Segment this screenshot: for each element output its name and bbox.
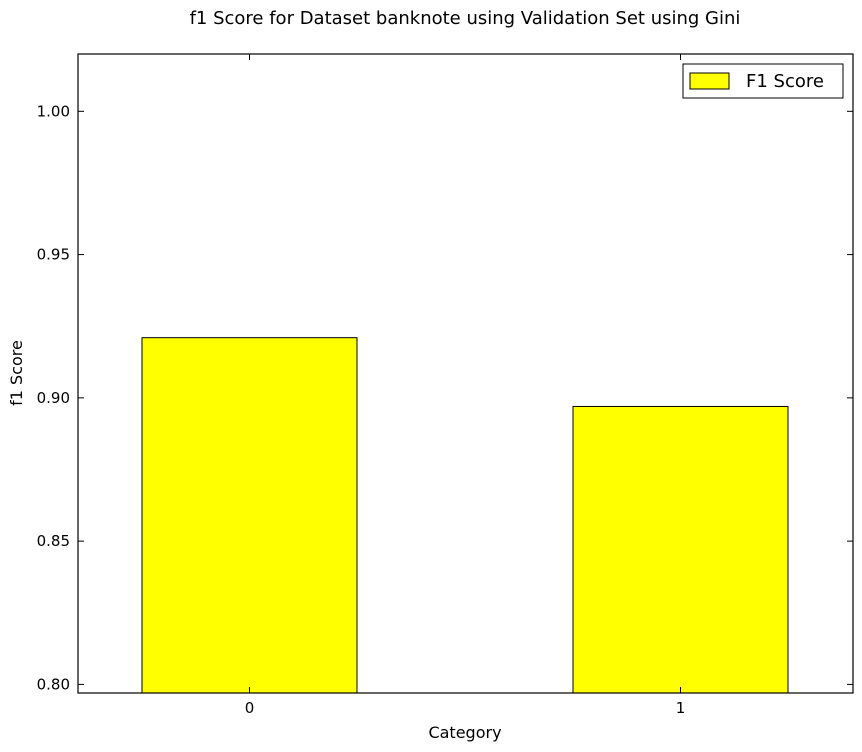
y-axis-label: f1 Score bbox=[7, 340, 26, 406]
x-axis-label: Category bbox=[428, 723, 501, 742]
legend: F1 Score bbox=[682, 63, 844, 99]
y-tick-label-3: 0.95 bbox=[37, 246, 70, 264]
plot-border bbox=[77, 53, 854, 694]
legend-label: F1 Score bbox=[746, 71, 824, 92]
bars-group bbox=[141, 337, 789, 694]
y-tick-label-1: 0.85 bbox=[37, 532, 70, 550]
legend-swatch bbox=[689, 72, 730, 90]
bar-1 bbox=[572, 405, 789, 694]
x-tick-label-0: 0 bbox=[245, 699, 255, 717]
chart-title: f1 Score for Dataset banknote using Vali… bbox=[190, 8, 741, 29]
y-tick-label-2: 0.90 bbox=[37, 389, 70, 407]
y-tick-label-4: 1.00 bbox=[37, 102, 70, 120]
bar-0 bbox=[141, 337, 358, 694]
y-tick-label-0: 0.80 bbox=[37, 675, 70, 693]
x-tick-label-1: 1 bbox=[676, 699, 686, 717]
ticks-group: 0 1 0.80 0.85 0.90 0.95 1.00 bbox=[37, 54, 853, 717]
